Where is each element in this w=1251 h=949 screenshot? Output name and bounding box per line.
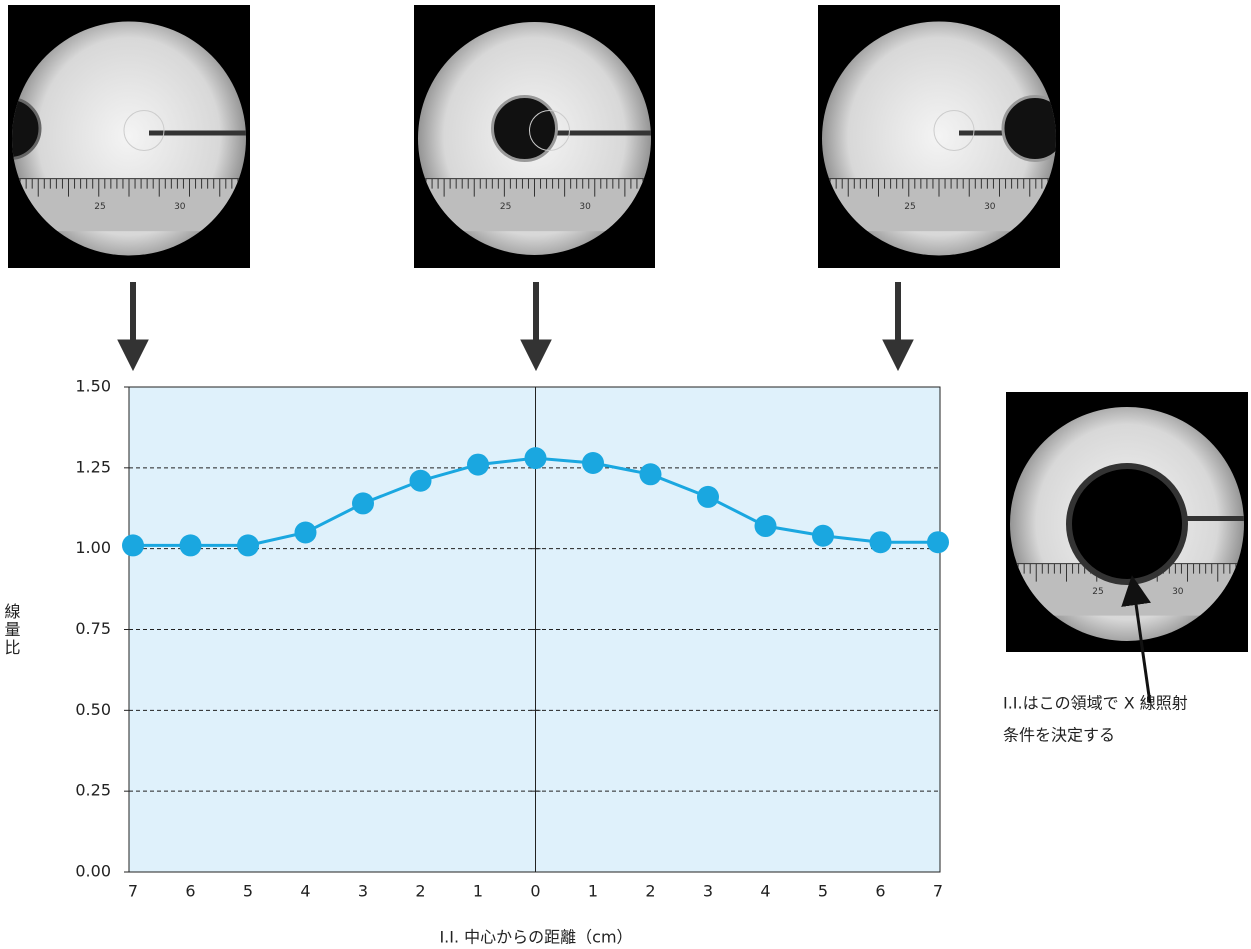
- data-point: [467, 454, 489, 476]
- data-point: [410, 470, 432, 492]
- y-tick-label: 1.25: [75, 457, 111, 476]
- scale-label: 25: [904, 202, 915, 212]
- photo: 25 30: [414, 5, 796, 268]
- y-tick-label: 0.00: [75, 862, 111, 881]
- x-tick-label: 6: [185, 882, 195, 901]
- scale-label: 30: [984, 202, 996, 212]
- data-point: [122, 534, 144, 556]
- x-tick-label: 4: [300, 882, 310, 901]
- data-point: [295, 522, 317, 544]
- x-tick-label: 4: [760, 882, 770, 901]
- data-point: [927, 531, 949, 553]
- data-point: [582, 452, 604, 474]
- data-point: [640, 463, 662, 485]
- photo: 25 30: [0, 5, 391, 268]
- arrows: [118, 282, 913, 370]
- x-tick-label: 7: [933, 882, 943, 901]
- scale-label: 25: [94, 202, 105, 212]
- y-tick-label: 1.00: [75, 538, 111, 557]
- x-tick-label: 3: [358, 882, 368, 901]
- x-tick-label: 3: [703, 882, 713, 901]
- x-tick-label: 2: [415, 882, 425, 901]
- data-point: [812, 525, 834, 547]
- y-axis-label: 線量比: [2, 603, 21, 657]
- y-tick-label: 0.25: [75, 781, 111, 800]
- x-tick-label: 1: [588, 882, 598, 901]
- data-point: [755, 515, 777, 537]
- x-tick-label: 6: [875, 882, 885, 901]
- scale-label: 30: [174, 202, 186, 212]
- catheter: [555, 131, 796, 136]
- x-tick-label: 0: [530, 882, 540, 901]
- chart: 線量比 I.I. 中心からの距離（cm） I.I.はこの領域で X 線照射 条件…: [0, 0, 1251, 949]
- annotation: 条件を決定する: [1003, 726, 1115, 745]
- catheter: [959, 131, 1201, 136]
- annotation: I.I.はこの領域で X 線照射: [1003, 694, 1188, 713]
- scale-label: 30: [1172, 587, 1184, 597]
- scale-label: 25: [1092, 587, 1103, 597]
- data-point: [870, 531, 892, 553]
- data-point: [352, 492, 374, 514]
- data-point: [237, 534, 259, 556]
- y-tick-label: 0.50: [75, 700, 111, 719]
- x-tick-label: 1: [473, 882, 483, 901]
- y-tick-label: 0.75: [75, 619, 111, 638]
- x-tick-label: 5: [243, 882, 253, 901]
- x-tick-label: 2: [645, 882, 655, 901]
- x-tick-label: 5: [818, 882, 828, 901]
- data-point: [697, 486, 719, 508]
- device: [493, 97, 557, 161]
- data-point: [525, 447, 547, 469]
- x-tick-label: 7: [128, 882, 138, 901]
- y-tick-label: 1.50: [75, 377, 111, 396]
- photo: 25 30: [818, 5, 1201, 268]
- x-axis-label: I.I. 中心からの距離（cm）: [439, 928, 632, 947]
- device: [1069, 466, 1185, 582]
- catheter: [149, 131, 391, 136]
- photo: 25 30: [1006, 392, 1251, 652]
- data-point: [180, 534, 202, 556]
- scale-label: 30: [579, 202, 591, 212]
- scale-label: 25: [500, 202, 511, 212]
